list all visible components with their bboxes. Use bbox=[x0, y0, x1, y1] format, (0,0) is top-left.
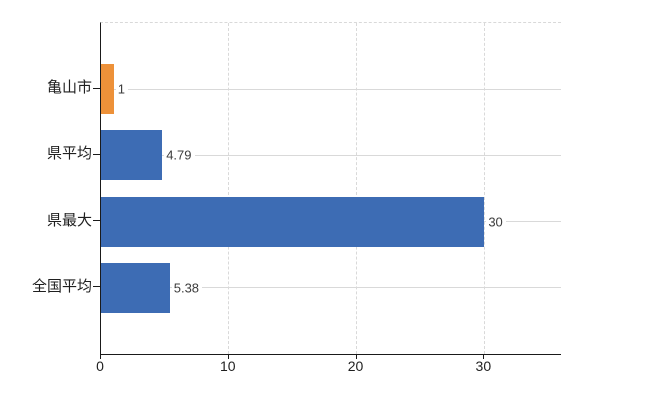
vertical-gridline bbox=[228, 23, 230, 354]
category-label: 亀山市 bbox=[46, 79, 92, 97]
x-axis-tick bbox=[100, 354, 101, 359]
category-tick bbox=[93, 87, 100, 89]
category-tick bbox=[93, 153, 100, 155]
category-tick bbox=[93, 286, 100, 288]
bar-value-label: 4.79 bbox=[164, 147, 195, 163]
x-axis-tick-label: 10 bbox=[219, 358, 236, 374]
x-axis-tick-label: 0 bbox=[96, 358, 104, 374]
category-label: 県平均 bbox=[46, 145, 92, 163]
vertical-gridline bbox=[356, 23, 358, 354]
vertical-gridline bbox=[483, 23, 485, 354]
bar-value-label: 30 bbox=[486, 214, 506, 230]
x-axis-tick bbox=[227, 354, 229, 359]
bar-亀山市 bbox=[101, 64, 114, 115]
category-gridline bbox=[101, 88, 561, 90]
bar-県平均 bbox=[101, 130, 163, 181]
category-label: 全国平均 bbox=[31, 277, 92, 295]
x-axis-tick bbox=[355, 354, 357, 359]
plot-area: 1 4.79 30 5.38 bbox=[100, 22, 561, 355]
category-tick bbox=[93, 220, 100, 222]
bar-value-label: 5.38 bbox=[171, 280, 203, 296]
category-label: 県最大 bbox=[46, 211, 92, 229]
x-axis-tick bbox=[483, 354, 485, 359]
bar-value-label: 1 bbox=[115, 81, 128, 97]
bar-全国平均 bbox=[101, 262, 170, 313]
bar-県最大 bbox=[101, 196, 485, 247]
x-axis-tick-label: 20 bbox=[347, 358, 364, 374]
category-gridline bbox=[101, 154, 561, 156]
x-axis-tick-label: 30 bbox=[475, 358, 492, 374]
category-gridline bbox=[101, 287, 561, 289]
